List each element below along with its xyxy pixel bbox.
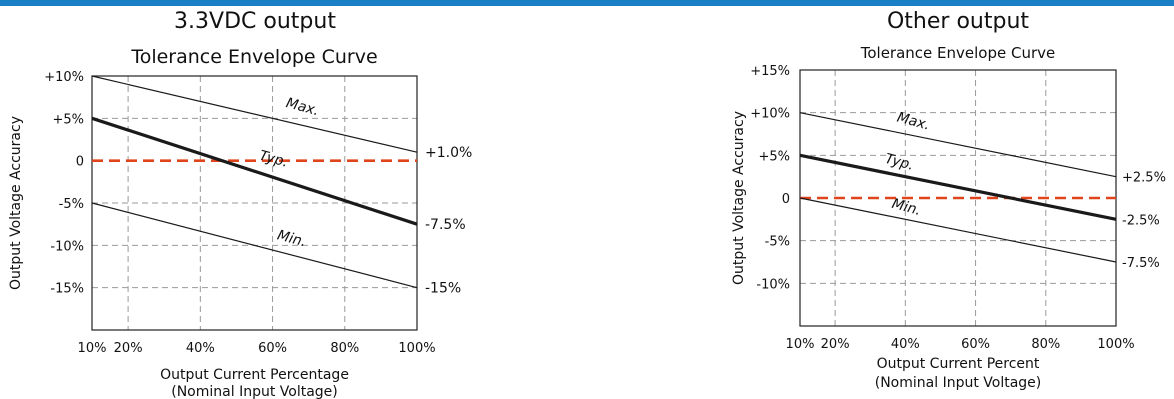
x-axis-sublabel: (Nominal Input Voltage) <box>875 375 1042 391</box>
x-tick-label: 100% <box>1097 337 1134 352</box>
chart-1: 3.3VDC output Tolerance Envelope Curve +10… <box>8 9 472 399</box>
series-end-label: +1.0% <box>425 145 472 161</box>
x-tick-label: 40% <box>186 341 215 356</box>
series-line-min <box>91 202 418 289</box>
chart-heading: 3.3VDC output <box>174 9 336 34</box>
y-tick-label: 0 <box>782 192 790 207</box>
series-line-min <box>799 197 1117 263</box>
series-name-label: Min. <box>275 227 307 250</box>
chart-heading: Other output <box>887 9 1029 34</box>
series-line-typ <box>799 153 1117 221</box>
y-tick-label: +10% <box>750 107 790 122</box>
x-tick-label: 20% <box>114 341 143 356</box>
y-tick-label: -5% <box>59 197 84 212</box>
series-line-max <box>799 112 1117 178</box>
chart-title: Tolerance Envelope Curve <box>130 46 377 68</box>
x-axis-label: Output Current Percent <box>877 356 1040 372</box>
x-axis-sublabel: (Nominal Input Voltage) <box>171 384 338 399</box>
series-end-label: -15% <box>425 281 461 297</box>
x-tick-label: 80% <box>1031 337 1060 352</box>
x-tick-label: 10% <box>78 341 107 356</box>
series-line-typ <box>91 116 418 226</box>
y-tick-label: -10% <box>756 277 790 292</box>
x-tick-label: 10% <box>786 337 815 352</box>
y-tick-label: +5% <box>52 112 84 127</box>
x-tick-label: 80% <box>330 341 359 356</box>
series-line-max <box>91 75 418 153</box>
y-tick-label: +15% <box>750 64 790 79</box>
series-name-label: Typ. <box>883 151 915 174</box>
series-name-label: Min. <box>890 196 922 219</box>
series-end-label: -2.5% <box>1122 213 1160 228</box>
x-tick-label: 60% <box>258 341 287 356</box>
x-axis-label: Output Current Percentage <box>160 367 349 383</box>
x-tick-label: 100% <box>398 341 435 356</box>
x-tick-label: 20% <box>821 337 850 352</box>
series-name-label: Max. <box>895 110 931 134</box>
top-accent-bar <box>0 0 1174 6</box>
y-axis-label: Output Voltage Accuracy <box>8 116 24 290</box>
y-tick-label: -5% <box>765 235 790 250</box>
y-tick-label: 0 <box>76 155 84 170</box>
series-name-label: Typ. <box>258 148 290 171</box>
y-tick-label: -15% <box>50 282 84 297</box>
x-tick-label: 40% <box>891 337 920 352</box>
chart-title: Tolerance Envelope Curve <box>860 44 1056 62</box>
series-name-label: Max. <box>284 95 320 119</box>
series-end-label: -7.5% <box>1122 256 1160 271</box>
series-end-label: -7.5% <box>425 217 466 233</box>
series-end-label: +2.5% <box>1122 171 1166 186</box>
y-tick-label: -10% <box>50 239 84 254</box>
chart-2: Other output Tolerance Envelope Curve +15%… <box>731 9 1166 391</box>
y-axis-label: Output Voltage Accuracy <box>731 111 747 285</box>
y-tick-label: +5% <box>758 149 790 164</box>
x-tick-label: 60% <box>961 337 990 352</box>
y-tick-label: +10% <box>44 70 84 85</box>
